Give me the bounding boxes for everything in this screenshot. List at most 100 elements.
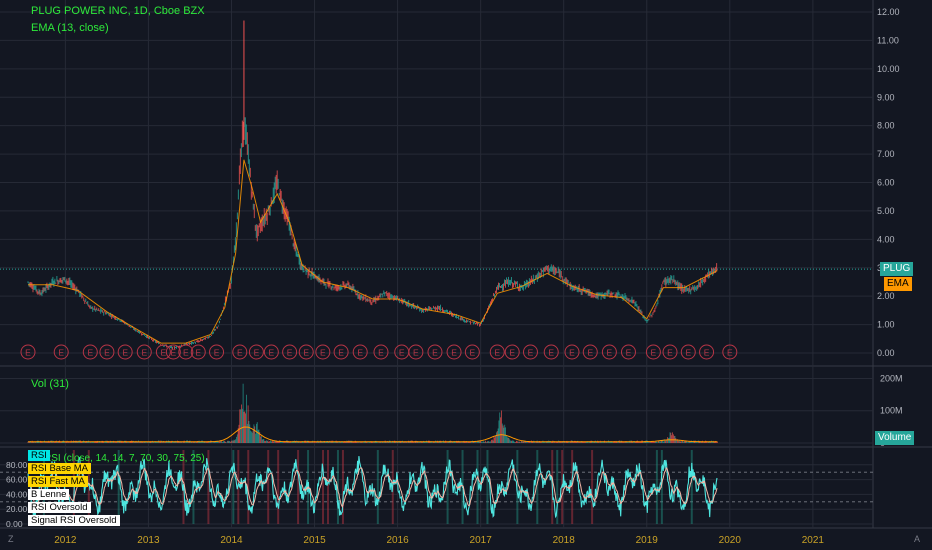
earnings-marker bbox=[248, 344, 264, 360]
earnings-marker-label: E bbox=[320, 348, 326, 358]
rsi-signal-bar bbox=[536, 450, 539, 524]
earnings-marker bbox=[82, 344, 98, 360]
earnings-marker-label: E bbox=[269, 348, 275, 358]
earnings-marker bbox=[601, 344, 617, 360]
rsi-signal-bar bbox=[232, 450, 235, 524]
earnings-marker-label: E bbox=[287, 348, 293, 358]
price-tick-label: 0.00 bbox=[877, 348, 895, 358]
earnings-marker bbox=[263, 344, 279, 360]
earnings-marker bbox=[282, 344, 298, 360]
volume-tick-label: 200M bbox=[880, 373, 903, 383]
grid-lines bbox=[0, 0, 932, 529]
price-tick-label: 7.00 bbox=[877, 149, 895, 159]
rsi-signal-bar bbox=[486, 450, 489, 524]
price-tick-label: 1.00 bbox=[877, 320, 895, 330]
rsi-tick-label: 20.00 bbox=[6, 504, 28, 514]
earnings-marker-label: E bbox=[303, 348, 309, 358]
earnings-marker-label: E bbox=[494, 348, 500, 358]
earnings-marker bbox=[190, 344, 206, 360]
rsi-tick-label: 40.00 bbox=[6, 489, 28, 499]
ema-line bbox=[28, 159, 718, 344]
time-tick-label: 2020 bbox=[719, 535, 742, 546]
earnings-marker bbox=[99, 344, 115, 360]
earnings-marker-label: E bbox=[122, 348, 128, 358]
volume-ma-line bbox=[28, 426, 718, 443]
earnings-marker bbox=[427, 344, 443, 360]
earnings-marker-label: E bbox=[569, 348, 575, 358]
rsi-signal-bar bbox=[516, 450, 519, 524]
rsi-signal-bar bbox=[237, 450, 240, 524]
rsi-legend-label[interactable]: RSI (close, 14, 14, 7, 70, 30, 75, 25) bbox=[44, 453, 205, 464]
earnings-marker bbox=[178, 344, 194, 360]
earnings-marker bbox=[117, 344, 133, 360]
zoom-toggle-icon[interactable]: Z bbox=[8, 534, 14, 544]
earnings-marker bbox=[564, 344, 580, 360]
earnings-marker bbox=[333, 344, 349, 360]
rsi-signal-bar bbox=[336, 450, 339, 524]
rsi-legend-item: RSI Oversold bbox=[28, 502, 91, 513]
earnings-marker bbox=[373, 344, 389, 360]
earnings-marker bbox=[446, 344, 462, 360]
rsi-signal-bar bbox=[42, 450, 45, 524]
earnings-marker bbox=[298, 344, 314, 360]
rsi-signal-bar bbox=[87, 450, 90, 524]
earnings-marker-label: E bbox=[451, 348, 457, 358]
earnings-marker bbox=[543, 344, 559, 360]
volume-legend[interactable]: Vol (31) bbox=[31, 378, 69, 390]
auto-scale-button[interactable]: A bbox=[914, 534, 921, 544]
time-tick-label: 2012 bbox=[54, 535, 77, 546]
earnings-marker-label: E bbox=[528, 348, 534, 358]
earnings-marker bbox=[165, 344, 181, 360]
chart-title[interactable]: PLUG POWER INC, 1D, Cboe BZX bbox=[31, 5, 205, 17]
rsi-signal-bar bbox=[376, 450, 379, 524]
price-tick-label: 4.00 bbox=[877, 234, 895, 244]
earnings-marker-label: E bbox=[470, 348, 476, 358]
earnings-marker-label: E bbox=[183, 348, 189, 358]
earnings-marker-label: E bbox=[685, 348, 691, 358]
rsi-signal-bar bbox=[660, 450, 663, 524]
rsi-fast-ma-line bbox=[27, 467, 718, 508]
price-tick-label: 6.00 bbox=[877, 178, 895, 188]
rsi-legend-item: Signal RSI Oversold bbox=[28, 515, 120, 526]
earnings-marker bbox=[20, 344, 36, 360]
rsi-signal-bar bbox=[655, 450, 658, 524]
earnings-marker-label: E bbox=[87, 348, 93, 358]
earnings-marker bbox=[722, 344, 738, 360]
earnings-marker-label: E bbox=[399, 348, 405, 358]
earnings-marker-label: E bbox=[727, 348, 733, 358]
earnings-marker-label: E bbox=[667, 348, 673, 358]
rsi-signal-bar bbox=[297, 450, 300, 524]
earnings-marker bbox=[680, 344, 696, 360]
rsi-signal-bar bbox=[117, 450, 120, 524]
rsi-signal-bar bbox=[690, 450, 693, 524]
earnings-marker bbox=[582, 344, 598, 360]
rsi-signal-bar bbox=[326, 450, 329, 524]
time-tick-label: 2021 bbox=[802, 535, 825, 546]
rsi-signal-bar bbox=[476, 450, 479, 524]
earnings-marker bbox=[699, 344, 715, 360]
earnings-marker-label: E bbox=[587, 348, 593, 358]
earnings-marker-label: E bbox=[626, 348, 632, 358]
volume-tick-label: 100M bbox=[880, 406, 903, 416]
price-tick-label: 12.00 bbox=[877, 7, 900, 17]
price-tick-label: 8.00 bbox=[877, 121, 895, 131]
rsi-axis: 0.00 20.00 40.00 60.00 80.00 bbox=[6, 460, 28, 529]
earnings-marker-label: E bbox=[171, 348, 177, 358]
earnings-marker bbox=[464, 344, 480, 360]
rsi-legend-item: B Lenne bbox=[28, 489, 70, 500]
price-tick-label: 10.00 bbox=[877, 64, 900, 74]
price-tick-label: 2.00 bbox=[877, 291, 895, 301]
rsi-signal-bar bbox=[571, 450, 574, 524]
earnings-marker-label: E bbox=[338, 348, 344, 358]
rsi-legend-item: RSI Fast MA bbox=[28, 476, 88, 487]
earnings-marker-label: E bbox=[357, 348, 363, 358]
earnings-marker-label: E bbox=[509, 348, 515, 358]
time-tick-label: 2017 bbox=[470, 535, 493, 546]
earnings-marker-label: E bbox=[704, 348, 710, 358]
rsi-signal-bar bbox=[267, 450, 270, 524]
earnings-marker bbox=[53, 344, 69, 360]
ema-legend[interactable]: EMA (13, close) bbox=[31, 22, 109, 34]
price-axis: 0.001.002.003.004.005.006.007.008.009.00… bbox=[877, 7, 900, 358]
